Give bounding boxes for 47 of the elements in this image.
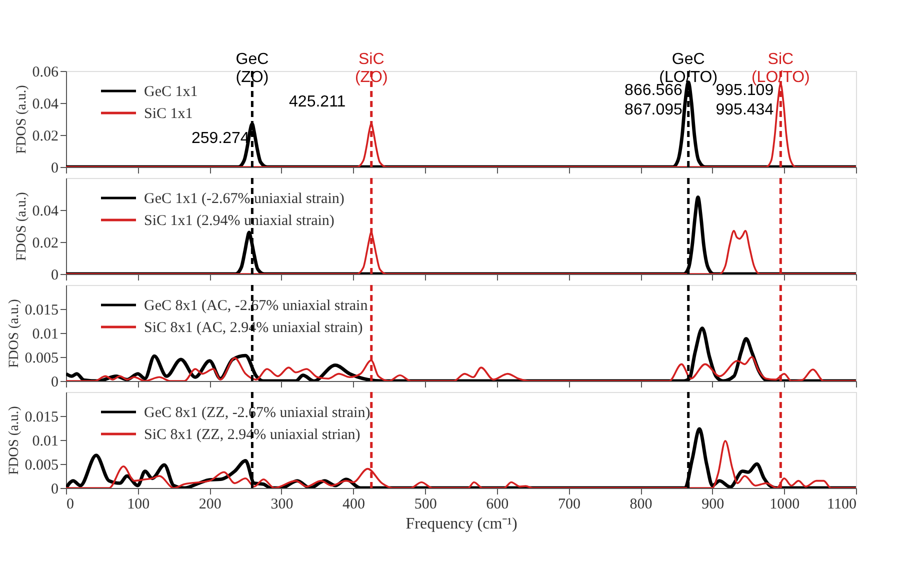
legend-label: GeC 8x1 (AC, -2.67% uniaxial strain [144,298,368,314]
x-tick-label: 300 [270,496,294,512]
legend-label: SiC 1x1 [144,106,193,122]
annotation: 867.095 [624,101,682,118]
annotation: 995.434 [716,101,774,118]
annotation: 995.109 [716,82,774,100]
y-tick-label: 0.01 [32,434,58,450]
y-tick-label: 0.015 [24,410,58,426]
legend-label: GeC 1x1 (-2.67% uniaxial strain) [144,191,344,207]
annotation: 425.211 [289,94,346,111]
x-axis-title: Frequency (cm⁻¹) [406,516,518,532]
annotation: 259.274 [191,130,250,148]
x-tick-label: 400 [342,496,366,512]
y-axis-title: FDOS (a.u.) [14,192,30,261]
legend-label: GeC 8x1 (ZZ, -2.67% uniaxial strain) [144,405,370,421]
x-tick-label: 800 [630,496,652,512]
ref-line-label: GeC (ZO) [236,51,269,86]
annotation: 866.566 [624,82,682,100]
y-tick-label: 0.01 [32,326,58,342]
y-axis-title: FDOS (a.u.) [6,406,22,475]
x-tick-label: 1000 [770,496,800,512]
x-tick-label: 700 [558,496,580,512]
legend-label: SiC 8x1 (AC, 2.94% uniaxial strain) [144,320,363,336]
y-tick-label: 0.015 [24,302,58,318]
x-tick-label: 600 [486,496,509,512]
x-tick-label: 100 [127,496,150,512]
y-tick-label: 0.005 [24,350,58,366]
y-tick-label: 0.04 [32,96,59,112]
legend-label: GeC 1x1 [144,84,198,100]
y-axis-title: FDOS (a.u.) [6,298,22,368]
legend-label: SiC 1x1 (2.94% uniaxial strain) [144,213,334,229]
y-tick-label: 0 [51,482,58,498]
y-tick-label: 0.02 [32,128,58,144]
y-tick-label: 0 [51,374,58,390]
x-tick-label: 0 [66,496,74,512]
y-tick-label: 0 [51,160,58,176]
x-tick-label: 1100 [827,496,856,512]
y-tick-label: 0.04 [32,204,59,220]
x-tick-label: 200 [198,496,222,512]
x-tick-label: 500 [414,496,437,512]
x-tick-label: 900 [702,496,724,512]
y-tick-label: 0 [51,268,58,284]
y-axis-title: FDOS (a.u.) [14,84,30,154]
y-tick-label: 0.005 [24,458,58,474]
ref-line-label: SiC (ZO) [354,51,388,86]
y-tick-label: 0.02 [32,236,58,252]
y-tick-label: 0.06 [32,64,59,80]
